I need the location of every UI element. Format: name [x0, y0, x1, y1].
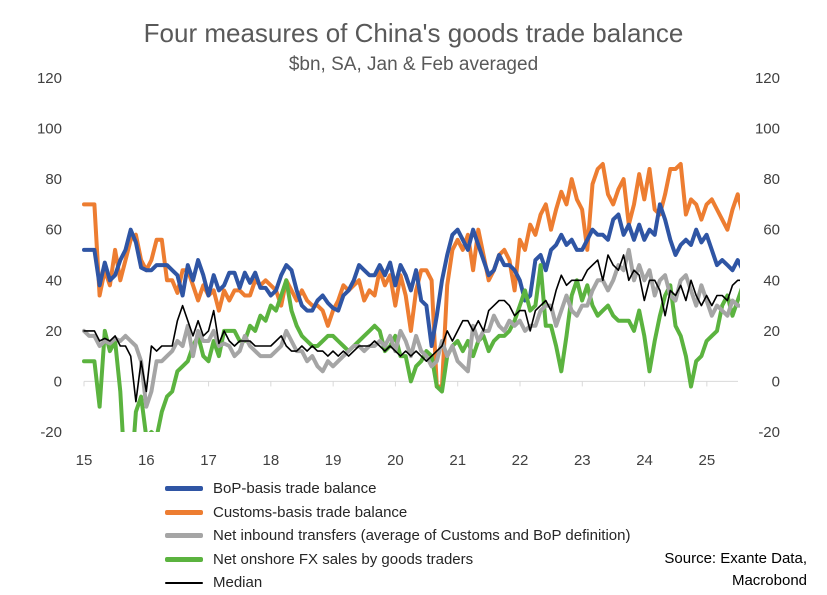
legend-label-fx-sales: Net onshore FX sales by goods traders — [213, 550, 474, 568]
line-chart: 120 100 80 60 40 20 0 -20 120 100 80 60 40 20 0 -20 15… — [37, 70, 780, 469]
y-tick-left: 60 — [45, 222, 62, 239]
legend-label-net-inbound: Net inbound transfers (average of Custom… — [213, 527, 631, 545]
x-tick-label: 21 — [449, 452, 466, 469]
y-tick-right: 60 — [763, 222, 780, 239]
y-tick-right: 80 — [763, 171, 780, 188]
series-line-customs-basis-trade-balance — [82, 162, 740, 389]
y-tick-left: 120 — [37, 70, 62, 87]
legend-swatch-fx-sales — [165, 556, 203, 562]
y-tick-left: 80 — [45, 171, 62, 188]
series-line-net-onshore-fx-sales-by-goods-traders — [82, 263, 740, 432]
legend-label-bop: BoP-basis trade balance — [213, 480, 377, 498]
legend-label-customs: Customs-basis trade balance — [213, 503, 408, 521]
y-tick-left: 20 — [45, 323, 62, 340]
chart-subtitle: $bn, SA, Jan & Feb averaged — [288, 54, 539, 75]
x-tick-label: 20 — [387, 452, 404, 469]
source-line-1: Source: Exante Data, — [664, 550, 807, 567]
x-tick-label: 17 — [200, 452, 217, 469]
x-tick-label: 24 — [636, 452, 653, 469]
y-tick-right: 120 — [755, 70, 780, 87]
series-line-median — [83, 254, 740, 403]
y-tick-right: 0 — [772, 373, 780, 390]
legend-swatch-customs — [165, 509, 203, 515]
x-tick-label: 16 — [138, 452, 155, 469]
legend-item-bop: BoP-basis trade balance — [165, 477, 630, 501]
y-tick-right: -20 — [758, 424, 780, 441]
legend-item-median: Median — [165, 571, 630, 595]
y-tick-left: 0 — [54, 373, 62, 390]
x-tick-label: 23 — [574, 452, 591, 469]
x-tick-label: 18 — [263, 452, 280, 469]
legend-item-net-inbound: Net inbound transfers (average of Custom… — [165, 524, 630, 548]
x-tick-label: 25 — [699, 452, 716, 469]
source-line-2: Macrobond — [731, 572, 807, 589]
legend-item-fx-sales: Net onshore FX sales by goods traders — [165, 548, 630, 572]
y-tick-left: -20 — [40, 424, 62, 441]
legend-swatch-median — [165, 581, 203, 584]
series-line-bop-basis-trade-balance — [82, 202, 740, 348]
legend-item-customs: Customs-basis trade balance — [165, 501, 630, 525]
chart-title: Four measures of China's goods trade bal… — [143, 18, 684, 48]
legend-swatch-bop — [165, 486, 203, 492]
y-tick-right: 40 — [763, 272, 780, 289]
y-tick-right: 20 — [763, 323, 780, 340]
x-axis: 15 16 17 18 19 20 21 22 23 24 25 — [76, 380, 738, 469]
right-y-axis: 120 100 80 60 40 20 0 -20 — [755, 70, 780, 441]
series-layer — [82, 162, 740, 432]
y-tick-right: 100 — [755, 121, 780, 138]
source-note: Source: Exante Data, Macrobond — [664, 548, 807, 592]
y-tick-left: 40 — [45, 272, 62, 289]
legend-swatch-net-inbound — [165, 533, 203, 539]
y-tick-left: 100 — [37, 121, 62, 138]
x-tick-label: 19 — [325, 452, 342, 469]
legend-label-median: Median — [213, 574, 263, 592]
x-tick-label: 22 — [512, 452, 529, 469]
left-y-axis: 120 100 80 60 40 20 0 -20 — [37, 70, 62, 441]
series-line-net-inbound-transfers-average-of-customs-and-bop-definition — [82, 247, 740, 409]
x-tick-label: 15 — [76, 452, 93, 469]
legend: BoP-basis trade balance Customs-basis tr… — [165, 477, 630, 595]
